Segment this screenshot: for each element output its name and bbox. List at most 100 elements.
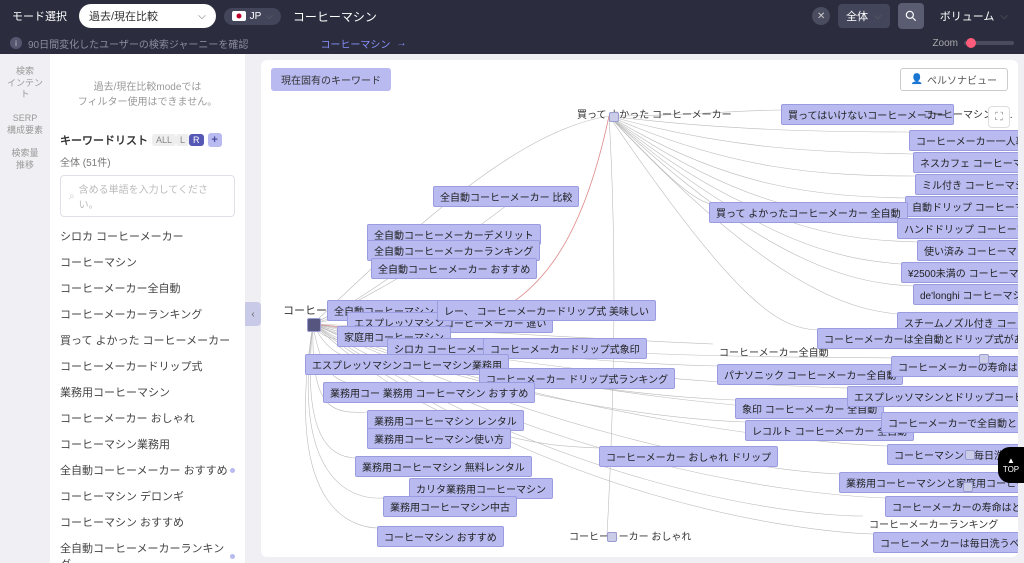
graph-node[interactable]: コーヒーメーカーは全自動とドリップ式がありま…	[817, 328, 1018, 349]
graph-node[interactable]: コーヒーマシン おすすめ	[377, 526, 504, 547]
keyword-item[interactable]: コーヒーマシン	[50, 249, 245, 275]
graph-node[interactable]: ネスカフェ コーヒーマシン	[913, 152, 1018, 173]
keyword-item[interactable]: 業務用コーヒーマシン	[50, 379, 245, 405]
canvas-header: 現在固有のキーワード 👤 ペルソナビュー	[271, 68, 1008, 91]
breadcrumb[interactable]: コーヒーマシン	[320, 36, 390, 51]
keyword-item-label: 業務用コーヒーマシン	[60, 384, 170, 400]
collapse-button[interactable]: ‹	[245, 302, 261, 326]
graph-node[interactable]: 業務用コー 業務用 コーヒーマシン おすすめ	[323, 382, 535, 403]
graph-node[interactable]: 買って よかった コーヒーメーカー	[571, 104, 738, 123]
status-dot-icon	[230, 468, 235, 473]
persona-view-button[interactable]: 👤 ペルソナビュー	[900, 68, 1008, 91]
graph-node[interactable]: 業務用コーヒーマシンと家庭用コーヒー メー…	[839, 472, 1018, 493]
main: 検索インテントSERP構成要素検索量推移 過去/現在比較modeでは フィルター…	[0, 54, 1024, 563]
keyword-filter-chip[interactable]: R	[189, 134, 204, 146]
keyword-item[interactable]: 全自動コーヒーメーカーランキング	[50, 535, 245, 563]
canvas-wrap: 現在固有のキーワード 👤 ペルソナビュー ⛶ コーヒーマ…買って よかった コー…	[261, 54, 1024, 563]
graph-node[interactable]: コーヒーメーカー おしゃれ	[563, 526, 697, 545]
filter-disabled-message: 過去/現在比較modeでは フィルター使用はできません。	[50, 54, 245, 128]
keyword-item[interactable]: 全自動コーヒーメーカー おすすめ	[50, 457, 245, 483]
keyword-item[interactable]: コーヒーメーカードリップ式	[50, 353, 245, 379]
clear-button[interactable]: ✕	[812, 7, 830, 25]
graph-node[interactable]: コーヒーメーカーの寿命は何年で…	[891, 356, 1018, 377]
sidebar: 過去/現在比較modeでは フィルター使用はできません。 キーワードリスト AL…	[50, 54, 245, 563]
scroll-top-button[interactable]: ▲ TOP	[998, 447, 1024, 483]
chevron-down-icon: ⌵	[874, 11, 882, 22]
search-term: コーヒーマシン	[293, 8, 377, 25]
graph-node[interactable]: コーヒーメーカーは毎日洗うべき…	[873, 532, 1018, 553]
keyword-item[interactable]: コーヒーメーカーランキング	[50, 301, 245, 327]
keyword-item[interactable]: コーヒーメーカー おしゃれ	[50, 405, 245, 431]
keyword-item[interactable]: 買って よかった コーヒーメーカー	[50, 327, 245, 353]
graph-canvas[interactable]: 現在固有のキーワード 👤 ペルソナビュー ⛶ コーヒーマ…買って よかった コー…	[261, 60, 1018, 557]
graph-node[interactable]: エスプレッソマシンとドリップコーヒーの違…	[847, 386, 1018, 407]
expand-button[interactable]: ⛶	[988, 106, 1010, 128]
keyword-list-title: キーワードリスト	[60, 132, 148, 148]
graph-node[interactable]: パナソニック コーヒーメーカー全自動	[717, 364, 903, 385]
search-icon	[904, 9, 918, 23]
search-button[interactable]	[898, 3, 924, 29]
graph-node[interactable]: コーヒーメーカーランキング	[863, 514, 1004, 533]
keyword-item[interactable]: シロカ コーヒーメーカー	[50, 223, 245, 249]
graph-anchor-node[interactable]	[607, 532, 617, 542]
graph-node[interactable]: コーヒーメーカーで全自動とは何…	[881, 412, 1018, 433]
keyword-item-label: コーヒーマシン おすすめ	[60, 514, 184, 530]
keyword-item[interactable]: コーヒーマシン業務用	[50, 431, 245, 457]
graph-node[interactable]: 使い済み コーヒーマシン	[917, 240, 1018, 261]
collapse-region: ‹	[245, 54, 261, 563]
left-tab[interactable]: 検索量推移	[0, 142, 50, 177]
graph-node[interactable]: 買って よかったコーヒーメーカー 全自動	[709, 202, 908, 223]
keyword-item-label: コーヒーメーカー全自動	[60, 280, 181, 296]
graph-node[interactable]: レー、 コーヒーメーカードリップ式 美味しい	[437, 300, 656, 321]
keyword-item-label: コーヒーマシン デロンギ	[60, 488, 184, 504]
graph-node[interactable]: 全自動コーヒーメーカー おすすめ	[371, 258, 537, 279]
volume-label: ボリューム	[940, 8, 995, 24]
country-code: JP	[250, 11, 262, 22]
graph-node[interactable]: コーヒーメーカー一人暮らし	[909, 130, 1018, 151]
current-keywords-chip: 現在固有のキーワード	[271, 68, 391, 91]
graph-anchor-node[interactable]	[963, 482, 973, 492]
graph-node[interactable]: ハンドドリップ コーヒーマシン	[897, 218, 1018, 239]
keyword-item-label: コーヒーマシン	[60, 254, 137, 270]
graph-node[interactable]: de'longhi コーヒーマシン	[913, 284, 1018, 305]
graph-node[interactable]: 業務用コーヒーマシン 無料レンタル	[355, 456, 532, 477]
scope-select[interactable]: 全体 ⌵	[838, 4, 890, 28]
keyword-count: 全体 (51件)	[50, 152, 245, 175]
keyword-item-label: コーヒーメーカーランキング	[60, 306, 202, 322]
graph-anchor-node[interactable]	[979, 354, 989, 364]
country-select[interactable]: JP ⌵	[224, 8, 281, 25]
keyword-filter-chip[interactable]: ALL	[152, 134, 176, 146]
keyword-item[interactable]: コーヒーメーカー全自動	[50, 275, 245, 301]
keyword-item-label: 買って よかった コーヒーメーカー	[60, 332, 230, 348]
add-keyword-button[interactable]: +	[208, 133, 222, 147]
graph-node[interactable]: ミル付き コーヒーマシン	[915, 174, 1018, 195]
keyword-item[interactable]: コーヒーマシン おすすめ	[50, 509, 245, 535]
keyword-item-label: 全自動コーヒーメーカーランキング	[60, 540, 230, 563]
keyword-item-label: コーヒーメーカー おしゃれ	[60, 410, 195, 426]
chevron-down-icon: ⌵	[198, 11, 206, 22]
scope-value: 全体	[846, 8, 868, 24]
graph-node[interactable]: 業務用コーヒーマシン中古	[383, 496, 517, 517]
volume-select[interactable]: ボリューム ⌵	[932, 4, 1016, 28]
graph-node[interactable]: ¥2500未満の コーヒーマシン	[901, 262, 1018, 283]
zoom-slider[interactable]	[964, 41, 1014, 45]
keyword-filter-chip[interactable]: L	[176, 134, 189, 146]
keyword-search-input[interactable]: ⌕ 含める単語を入力してください。	[60, 175, 235, 217]
graph-anchor-node[interactable]	[609, 112, 619, 122]
flag-jp-icon	[232, 11, 246, 21]
graph-node[interactable]: 業務用コーヒーマシン使い方	[367, 428, 511, 449]
graph-anchor-node[interactable]	[307, 318, 321, 332]
graph-node[interactable]: コーヒーメーカー おしゃれ ドリップ	[599, 446, 778, 467]
graph-node[interactable]: 自動ドリップ コーヒーマシン	[905, 196, 1018, 217]
breadcrumb-arrow-icon: →	[396, 38, 406, 49]
left-tab[interactable]: 検索インテント	[0, 60, 50, 107]
graph-anchor-node[interactable]	[965, 450, 975, 460]
graph-node[interactable]: 全自動コーヒーメーカー 比較	[433, 186, 579, 207]
search-icon: ⌕	[69, 191, 75, 202]
mode-select[interactable]: 過去/現在比較 ⌵	[79, 4, 216, 28]
chevron-down-icon: ⌵	[1000, 11, 1008, 22]
keyword-item-label: シロカ コーヒーメーカー	[60, 228, 184, 244]
keyword-item[interactable]: コーヒーマシン デロンギ	[50, 483, 245, 509]
keyword-list: シロカ コーヒーメーカーコーヒーマシンコーヒーメーカー全自動コーヒーメーカーラン…	[50, 223, 245, 563]
left-tab[interactable]: SERP構成要素	[0, 107, 50, 142]
